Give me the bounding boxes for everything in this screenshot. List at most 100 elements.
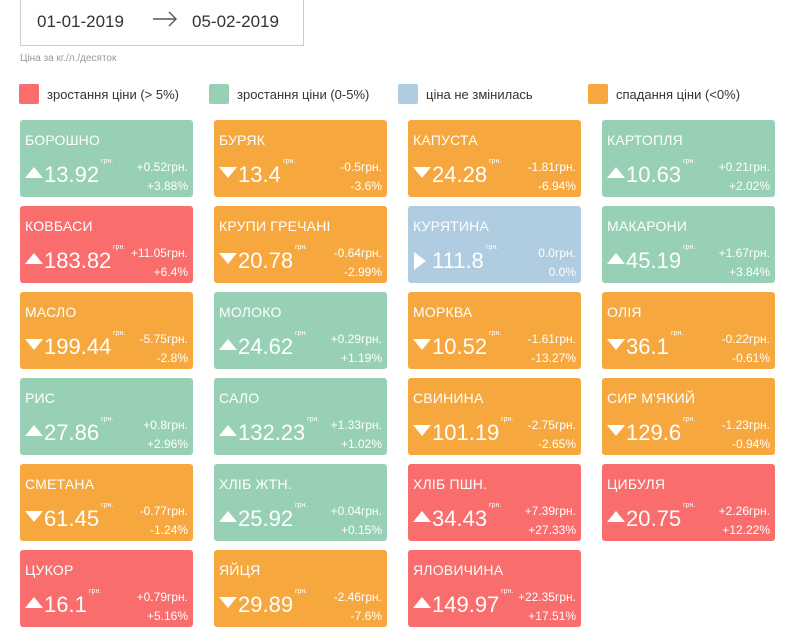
trend-up-icon [25, 253, 43, 264]
product-price: 24.62 [238, 334, 294, 359]
product-card[interactable]: МОЛОКО 24.62 грн. +0.29грн. +1.19% [214, 292, 387, 369]
product-price: 10.52 [432, 334, 488, 359]
price-delta: +1.33грн. [330, 418, 382, 432]
price-delta-percent: -0.94% [731, 437, 770, 451]
date-range-picker[interactable]: 01-01-2019 05-02-2019 [20, 0, 304, 46]
price-delta-percent: +2.02% [728, 179, 770, 193]
price-delta-percent: -1.24% [149, 523, 188, 537]
product-card[interactable]: ХЛІБ ЖТН. 25.92 грн. +0.04грн. +0.15% [214, 464, 387, 541]
currency-label: грн. [486, 244, 499, 251]
product-price: 149.97 [432, 592, 500, 617]
product-name: ЦИБУЛЯ [607, 476, 666, 492]
product-name: ЯЙЦЯ [219, 562, 261, 578]
product-name: КАРТОПЛЯ [607, 132, 683, 148]
product-price: 34.43 [432, 506, 488, 531]
trend-flat-icon [414, 252, 426, 270]
trend-up-icon [219, 339, 237, 350]
product-price: 20.75 [626, 506, 682, 531]
product-card[interactable]: СМЕТАНА 61.45 грн. -0.77грн. -1.24% [20, 464, 193, 541]
product-card[interactable]: САЛО 132.23 грн. +1.33грн. +1.02% [214, 378, 387, 455]
currency-label: грн. [113, 244, 126, 251]
currency-label: грн. [89, 588, 102, 595]
product-card[interactable]: ЯЛОВИЧИНА 149.97 грн. +22.35грн. +17.51% [408, 550, 581, 627]
product-card[interactable]: МОРКВА 10.52 грн. -1.61грн. -13.27% [408, 292, 581, 369]
legend-swatch [209, 84, 229, 104]
product-name: МОРКВА [413, 304, 473, 320]
product-price: 27.86 [44, 420, 100, 445]
product-price: 24.28 [432, 162, 488, 187]
legend-label: спадання ціни (<0%) [616, 86, 741, 102]
price-delta-percent: -0.61% [731, 351, 770, 365]
currency-label: грн. [671, 330, 684, 337]
date-to[interactable]: 05-02-2019 [192, 12, 279, 31]
currency-label: грн. [683, 244, 696, 251]
product-card[interactable]: ЦУКОР 16.1 грн. +0.79грн. +5.16% [20, 550, 193, 627]
product-name: СИР М'ЯКИЙ [607, 390, 696, 406]
product-card[interactable]: СВИНИНА 101.19 грн. -2.75грн. -2.65% [408, 378, 581, 455]
trend-up-icon [25, 167, 43, 178]
product-card[interactable]: ЯЙЦЯ 29.89 грн. -2.46грн. -7.6% [214, 550, 387, 627]
product-price: 16.1 [44, 592, 87, 617]
legend-item-high: зростання ціни (> 5%) [19, 84, 179, 104]
product-card[interactable]: СИР М'ЯКИЙ 129.6 грн. -1.23грн. -0.94% [602, 378, 775, 455]
product-price: 132.23 [238, 420, 306, 445]
product-name: СМЕТАНА [25, 476, 95, 492]
legend-item-flat: ціна не змінилась [398, 84, 533, 104]
currency-label: грн. [283, 158, 296, 165]
trend-up-icon [219, 511, 237, 522]
trend-up-icon [607, 511, 625, 522]
product-name: САЛО [219, 390, 260, 406]
product-card[interactable]: КОВБАСИ 183.82 грн. +11.05грн. +6.4% [20, 206, 193, 283]
currency-label: грн. [101, 416, 114, 423]
trend-up-icon [25, 425, 43, 436]
trend-down-icon [413, 339, 431, 350]
legend-swatch [398, 84, 418, 104]
product-card[interactable]: ОЛІЯ 36.1 грн. -0.22грн. -0.61% [602, 292, 775, 369]
trend-down-icon [413, 167, 431, 178]
trend-down-icon [607, 425, 625, 436]
date-from[interactable]: 01-01-2019 [37, 12, 124, 31]
product-card[interactable]: БУРЯК 13.4 грн. -0.5грн. -3.6% [214, 120, 387, 197]
product-price: 129.6 [626, 420, 682, 445]
price-delta: -0.22грн. [721, 332, 770, 346]
product-name: КУРЯТИНА [413, 218, 490, 234]
product-card[interactable]: КРУПИ ГРЕЧАНІ 20.78 грн. -0.64грн. -2.99% [214, 206, 387, 283]
price-delta: -0.77грн. [139, 504, 188, 518]
trend-down-icon [25, 511, 43, 522]
product-price: 199.44 [44, 334, 112, 359]
legend-swatch [19, 84, 39, 104]
product-card[interactable]: МАСЛО 199.44 грн. -5.75грн. -2.8% [20, 292, 193, 369]
price-delta-percent: 0.0% [548, 265, 576, 279]
price-delta-percent: -2.8% [156, 351, 188, 365]
price-delta: -1.61грн. [527, 332, 576, 346]
product-card[interactable]: КАРТОПЛЯ 10.63 грн. +0.21грн. +2.02% [602, 120, 775, 197]
price-delta: +0.8грн. [143, 418, 188, 432]
trend-up-icon [607, 167, 625, 178]
product-card[interactable]: ХЛІБ ПШН. 34.43 грн. +7.39грн. +27.33% [408, 464, 581, 541]
product-card[interactable]: МАКАРОНИ 45.19 грн. +1.67грн. +3.84% [602, 206, 775, 283]
product-card[interactable]: БОРОШНО 13.92 грн. +0.52грн. +3.88% [20, 120, 193, 197]
product-card[interactable]: КУРЯТИНА 111.8 грн. 0.0грн. 0.0% [408, 206, 581, 283]
product-card[interactable]: РИС 27.86 грн. +0.8грн. +2.96% [20, 378, 193, 455]
product-card[interactable]: КАПУСТА 24.28 грн. -1.81грн. -6.94% [408, 120, 581, 197]
product-card[interactable]: ЦИБУЛЯ 20.75 грн. +2.26грн. +12.22% [602, 464, 775, 541]
price-delta: +0.29грн. [330, 332, 382, 346]
price-delta: +0.04грн. [330, 504, 382, 518]
product-name: РИС [25, 390, 56, 406]
product-price: 25.92 [238, 506, 294, 531]
legend-label: зростання ціни (> 5%) [47, 86, 180, 102]
currency-label: грн. [307, 416, 320, 423]
trend-up-icon [607, 253, 625, 264]
price-delta: +1.67грн. [718, 246, 770, 260]
trend-down-icon [219, 597, 237, 608]
product-price: 183.82 [44, 248, 112, 273]
price-delta: -1.23грн. [721, 418, 770, 432]
product-name: БОРОШНО [25, 132, 101, 148]
price-delta: +22.35грн. [517, 590, 576, 604]
product-price: 36.1 [626, 334, 669, 359]
currency-label: грн. [501, 588, 514, 595]
price-delta: -5.75грн. [139, 332, 188, 346]
price-delta-percent: +3.88% [146, 179, 188, 193]
price-delta-percent: -2.99% [343, 265, 382, 279]
product-name: ЯЛОВИЧИНА [413, 562, 504, 578]
